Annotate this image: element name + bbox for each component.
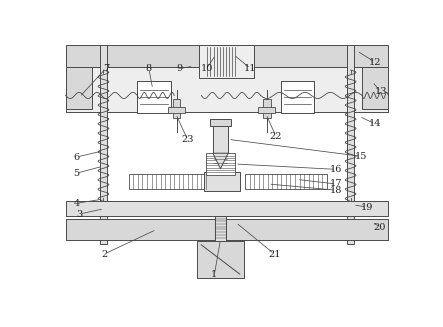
Bar [203,172,240,191]
Text: 22: 22 [270,132,282,141]
Bar [215,216,226,241]
Bar [168,107,185,113]
Bar [66,45,389,67]
Text: 17: 17 [330,180,342,188]
Bar [100,45,107,244]
Bar [199,45,254,78]
Text: 4: 4 [74,199,80,208]
Bar [173,99,180,118]
Text: 9: 9 [177,64,183,73]
Text: 20: 20 [374,223,386,232]
Text: 2: 2 [101,250,107,259]
Text: 18: 18 [330,186,342,195]
Text: 1: 1 [211,270,218,279]
Bar [66,67,92,109]
Text: 13: 13 [374,87,387,96]
Bar [66,67,389,112]
Text: 7: 7 [103,64,109,73]
Text: 19: 19 [361,203,373,212]
Bar [213,124,228,153]
Bar [362,67,389,109]
Bar [137,81,171,113]
Text: 5: 5 [74,169,80,178]
Bar [206,153,235,175]
Bar [198,241,244,278]
Text: 16: 16 [330,165,342,174]
Bar [280,81,315,113]
Bar [347,45,354,244]
Bar [66,219,389,240]
Text: 12: 12 [369,58,381,67]
Text: 10: 10 [200,64,213,73]
Bar [258,107,275,113]
Polygon shape [213,153,228,169]
Text: 14: 14 [369,119,381,129]
Bar [129,174,210,189]
Bar [263,99,271,118]
Bar [210,119,231,126]
Text: 8: 8 [146,64,152,73]
Text: 6: 6 [74,153,80,162]
Text: 15: 15 [355,152,368,161]
Text: 11: 11 [244,64,257,73]
Text: 21: 21 [268,250,281,259]
Text: 23: 23 [181,135,194,144]
Text: 3: 3 [77,210,83,218]
Bar [245,174,327,189]
Bar [66,201,389,216]
